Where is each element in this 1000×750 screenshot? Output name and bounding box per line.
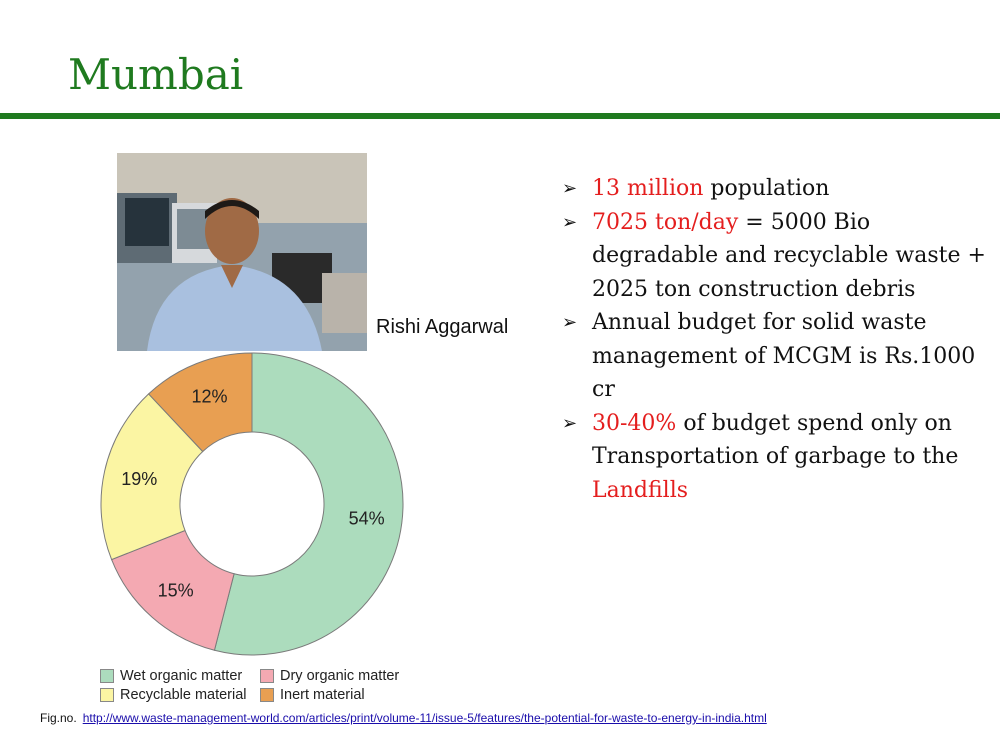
- source-link[interactable]: http://www.waste-management-world.com/ar…: [82, 711, 767, 725]
- bullet-item: ➢ 30-40% of budget spend only on Transpor…: [560, 407, 990, 508]
- legend-label: Inert material: [280, 687, 365, 703]
- figure-source: Fig.no. http://www.waste-management-world…: [40, 711, 767, 725]
- donut-slice-wet-organic-matter: [213, 352, 404, 656]
- waste-composition-donut-chart: 54% 15% 19% 12%: [100, 352, 404, 656]
- title-divider: [0, 113, 1000, 119]
- legend-swatch: [100, 688, 114, 702]
- person-photo-illustration: [117, 153, 367, 351]
- donut-slice-inert-material: [147, 352, 253, 453]
- figure-label: Fig.no.: [40, 711, 77, 725]
- arrow-bullet-icon: ➢: [562, 312, 578, 333]
- legend-item: Recyclable material: [100, 687, 247, 703]
- slice-label: 19%: [121, 469, 157, 489]
- bullet-item: ➢ 7025 ton/day = 5000 Bio degradable and …: [560, 206, 990, 307]
- bullet-item: ➢ Annual budget for solid waste managemen…: [560, 306, 990, 407]
- slice-label: 12%: [191, 387, 227, 407]
- arrow-bullet-icon: ➢: [562, 211, 578, 233]
- legend-label: Dry organic matter: [280, 668, 400, 684]
- photo-caption: Rishi Aggarwal: [376, 316, 509, 338]
- legend-item: Dry organic matter: [260, 668, 399, 684]
- legend-label: Recyclable material: [120, 687, 247, 703]
- slice-label: 15%: [158, 581, 194, 601]
- slide-title: Mumbai: [68, 50, 244, 99]
- bullet-list: ➢ 13 million population ➢ 7025 ton/day = 5…: [560, 172, 990, 507]
- legend-swatch: [260, 669, 274, 683]
- slice-label: 54%: [349, 508, 385, 528]
- legend-swatch: [260, 688, 274, 702]
- person-photo: [117, 153, 367, 351]
- legend-label: Wet organic matter: [120, 668, 243, 684]
- donut-slice-recyclable-material: [100, 393, 204, 561]
- legend-item: Inert material: [260, 687, 365, 703]
- legend-swatch: [100, 669, 114, 683]
- bullet-item: ➢ 13 million population: [560, 172, 990, 206]
- legend-item: Wet organic matter: [100, 668, 242, 684]
- arrow-bullet-icon: ➢: [562, 412, 578, 434]
- arrow-bullet-icon: ➢: [562, 178, 578, 199]
